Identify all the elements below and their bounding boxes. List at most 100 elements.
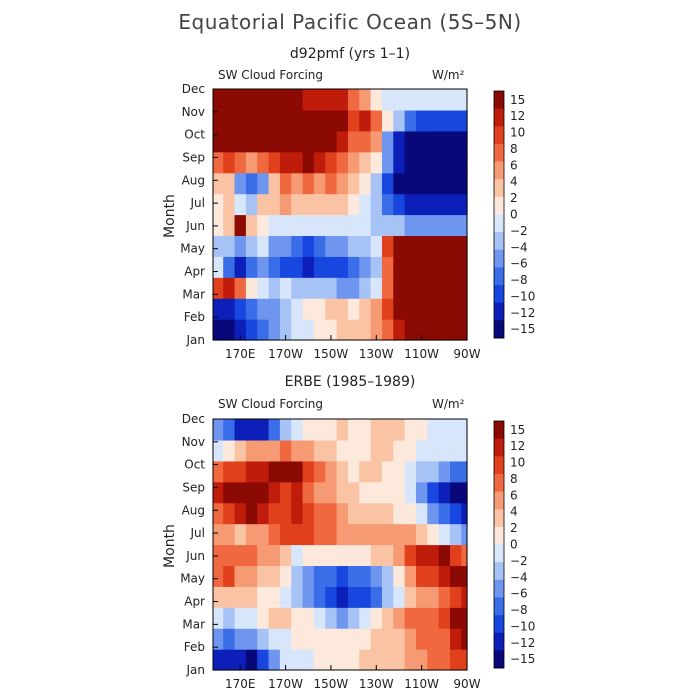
heatmap-cell-p2-r10-c2 bbox=[234, 439, 247, 462]
heatmap-cell-p1-r8-c13 bbox=[359, 151, 372, 174]
heatmap-cell-p1-r1-c12 bbox=[347, 298, 360, 320]
heatmap-cell-p1-r0-c9 bbox=[313, 319, 326, 341]
colorbar-swatch-p2-7 bbox=[494, 544, 504, 563]
heatmap-cell-p1-r6-c9 bbox=[313, 193, 326, 216]
y-tick-label-p2-7: Aug bbox=[182, 503, 205, 517]
y-tick-label-p2-2: Mar bbox=[182, 617, 205, 631]
heatmap-cell-p1-r7-c15 bbox=[381, 172, 394, 195]
heatmap-cell-p2-r7-c20 bbox=[438, 502, 451, 525]
heatmap-cell-p2-r7-c22 bbox=[461, 502, 468, 525]
heatmap-cell-p1-r1-c17 bbox=[404, 298, 417, 320]
heatmap-cell-p1-r7-c1 bbox=[223, 172, 236, 195]
heatmap-cell-p2-r7-c8 bbox=[302, 502, 315, 525]
heatmap-cell-p1-r8-c9 bbox=[313, 151, 326, 174]
heatmap-cell-p2-r0-c21 bbox=[449, 649, 462, 671]
heatmap-cell-p1-r0-c7 bbox=[291, 319, 304, 341]
heatmap-cell-p1-r0-c16 bbox=[393, 319, 406, 341]
heatmap-cell-p2-r0-c1 bbox=[223, 649, 236, 671]
heatmap-cell-p2-r10-c11 bbox=[336, 439, 349, 462]
panel-2-variable-label: SW Cloud Forcing bbox=[218, 397, 324, 411]
heatmap-cell-p1-r11-c21 bbox=[449, 89, 462, 111]
y-tick-label-p1-4: May bbox=[180, 242, 205, 256]
heatmap-cell-p2-r0-c0 bbox=[213, 649, 224, 671]
heatmap-cell-p2-r8-c7 bbox=[291, 481, 304, 504]
heatmap-cell-p2-r1-c20 bbox=[438, 628, 451, 650]
heatmap-cell-p2-r3-c18 bbox=[415, 586, 428, 608]
heatmap-cell-p2-r10-c18 bbox=[415, 439, 428, 462]
heatmap-cell-p1-r5-c12 bbox=[347, 214, 360, 237]
heatmap-cell-p1-r6-c11 bbox=[336, 193, 349, 216]
heatmap-cell-p1-r3-c4 bbox=[257, 256, 270, 278]
heatmap-cell-p2-r1-c3 bbox=[245, 628, 258, 650]
heatmap-cell-p2-r7-c17 bbox=[404, 502, 417, 525]
heatmap-cell-p2-r10-c12 bbox=[347, 439, 360, 462]
heatmap-cell-p1-r10-c3 bbox=[245, 109, 258, 132]
heatmap-cell-p1-r8-c7 bbox=[291, 151, 304, 174]
heatmap-cell-p2-r1-c6 bbox=[279, 628, 292, 650]
heatmap-cell-p1-r9-c4 bbox=[257, 130, 270, 153]
heatmap-cell-p1-r4-c9 bbox=[313, 235, 326, 257]
heatmap-cell-p1-r8-c19 bbox=[427, 151, 440, 174]
heatmap-cell-p2-r0-c11 bbox=[336, 649, 349, 671]
heatmap-cell-p2-r2-c6 bbox=[279, 607, 292, 629]
heatmap-cell-p2-r9-c9 bbox=[313, 460, 326, 483]
heatmap-cell-p1-r5-c4 bbox=[257, 214, 270, 237]
colorbar-swatch-p1-3 bbox=[494, 143, 504, 162]
colorbar-swatch-p1-10 bbox=[494, 267, 504, 286]
heatmap-cell-p2-r4-c20 bbox=[438, 565, 451, 587]
x-tick-label-p1-4: 110W bbox=[404, 347, 439, 361]
y-tick-label-p2-6: Jul bbox=[190, 526, 205, 540]
heatmap-cell-p1-r11-c14 bbox=[370, 89, 383, 111]
heatmap-cell-p2-r4-c6 bbox=[279, 565, 292, 587]
heatmap-cell-p2-r9-c11 bbox=[336, 460, 349, 483]
heatmap-cell-p2-r0-c5 bbox=[268, 649, 281, 671]
heatmap-cell-p2-r0-c3 bbox=[245, 649, 258, 671]
heatmap-cell-p1-r3-c17 bbox=[404, 256, 417, 278]
heatmap-cell-p2-r3-c7 bbox=[291, 586, 304, 608]
heatmap-cell-p1-r3-c8 bbox=[302, 256, 315, 278]
heatmap-cell-p1-r11-c10 bbox=[325, 89, 338, 111]
heatmap-cell-p2-r4-c13 bbox=[359, 565, 372, 587]
x-tick-label-p2-0: 170E bbox=[225, 677, 256, 691]
heatmap-cell-p1-r7-c17 bbox=[404, 172, 417, 195]
heatmap-cell-p2-r9-c2 bbox=[234, 460, 247, 483]
y-tick-label-p2-3: Apr bbox=[184, 595, 205, 609]
heatmap-cell-p1-r4-c15 bbox=[381, 235, 394, 257]
heatmap-cell-p1-r5-c16 bbox=[393, 214, 406, 237]
heatmap-cell-p1-r2-c14 bbox=[370, 277, 383, 299]
heatmap-cell-p1-r0-c21 bbox=[449, 319, 462, 341]
heatmap-cell-p1-r2-c9 bbox=[313, 277, 326, 299]
heatmap-cell-p2-r2-c15 bbox=[381, 607, 394, 629]
heatmap-cell-p2-r5-c11 bbox=[336, 544, 349, 567]
heatmap-cell-p1-r7-c3 bbox=[245, 172, 258, 195]
heatmap-cell-p2-r5-c16 bbox=[393, 544, 406, 567]
heatmap-cell-p2-r1-c7 bbox=[291, 628, 304, 650]
heatmap-cell-p1-r6-c17 bbox=[404, 193, 417, 216]
heatmap-cell-p1-r3-c10 bbox=[325, 256, 338, 278]
heatmap-cell-p1-r4-c2 bbox=[234, 235, 247, 257]
heatmap-cell-p1-r7-c16 bbox=[393, 172, 406, 195]
heatmap-cell-p2-r6-c4 bbox=[257, 523, 270, 546]
colorbar-swatch-p2-12 bbox=[494, 632, 504, 651]
heatmap-cell-p2-r3-c3 bbox=[245, 586, 258, 608]
heatmap-cell-p1-r9-c0 bbox=[213, 130, 224, 153]
heatmap-cell-p1-r4-c16 bbox=[393, 235, 406, 257]
heatmap-cell-p2-r3-c15 bbox=[381, 586, 394, 608]
x-tick-label-p1-0: 170E bbox=[225, 347, 256, 361]
heatmap-cell-p2-r4-c4 bbox=[257, 565, 270, 587]
y-tick-label-p1-10: Nov bbox=[182, 105, 205, 119]
heatmap-cell-p2-r6-c13 bbox=[359, 523, 372, 546]
heatmap-cell-p1-r4-c18 bbox=[415, 235, 428, 257]
heatmap-cell-p1-r2-c22 bbox=[461, 277, 468, 299]
heatmap-cell-p1-r8-c20 bbox=[438, 151, 451, 174]
heatmap-cell-p1-r1-c13 bbox=[359, 298, 372, 320]
heatmap-cell-p2-r5-c6 bbox=[279, 544, 292, 567]
colorbar-label-p2-9: −4 bbox=[510, 570, 528, 584]
heatmap-cell-p2-r2-c19 bbox=[427, 607, 440, 629]
heatmap-cell-p1-r6-c20 bbox=[438, 193, 451, 216]
heatmap-cell-p2-r3-c11 bbox=[336, 586, 349, 608]
heatmap-cell-p1-r3-c2 bbox=[234, 256, 247, 278]
heatmap-cell-p2-r3-c0 bbox=[213, 586, 224, 608]
heatmap-cell-p2-r8-c13 bbox=[359, 481, 372, 504]
heatmap-cell-p1-r0-c0 bbox=[213, 319, 224, 341]
